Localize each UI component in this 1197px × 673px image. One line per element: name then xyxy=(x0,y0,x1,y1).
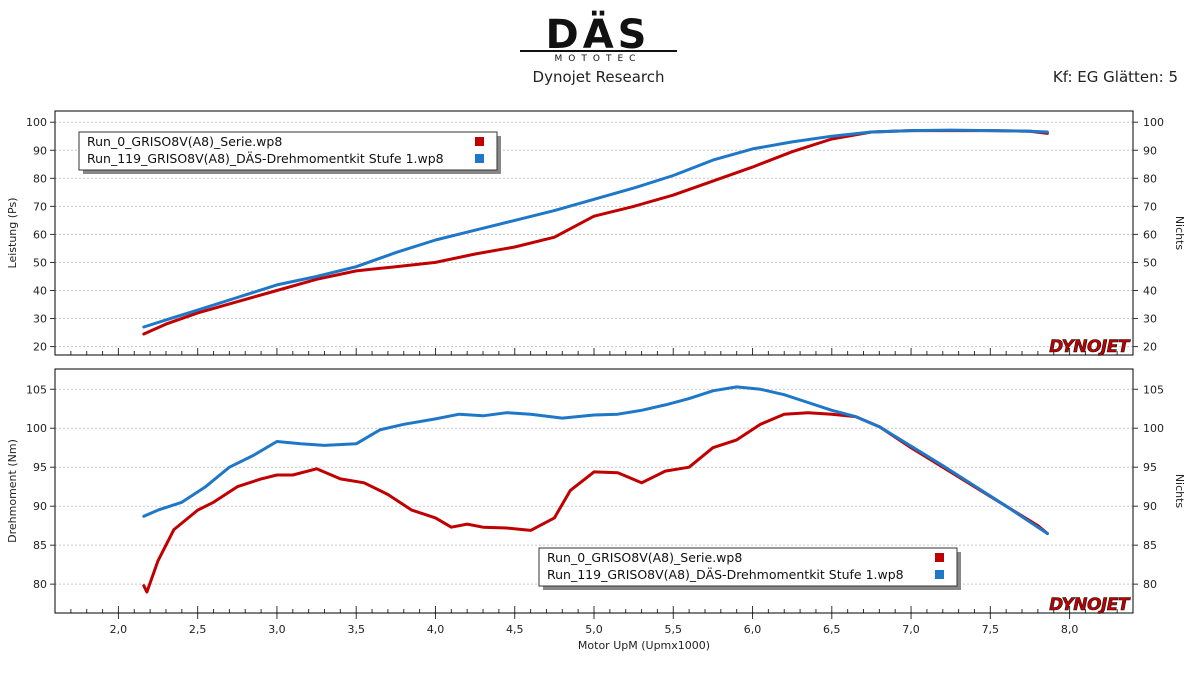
plot-frame xyxy=(54,368,1134,614)
y-tick-label: 95 xyxy=(33,461,47,474)
y2-tick-label: 85 xyxy=(1143,539,1157,552)
legend-entry-2: Run_119_GRISO8V(A8)_DÄS-Drehmomentkit St… xyxy=(547,567,904,582)
y-tick-label: 80 xyxy=(33,172,47,185)
legend-entry-1: Run_0_GRISO8V(A8)_Serie.wp8 xyxy=(547,550,742,565)
y2-tick-label: 40 xyxy=(1143,284,1157,297)
y2-tick-label: 60 xyxy=(1143,228,1157,241)
y-tick-label: 30 xyxy=(33,313,47,326)
y-axis-label: Drehmoment (Nm) xyxy=(6,439,19,543)
legend-box xyxy=(78,131,498,171)
das-mototec-logo: DÄS MOTOTEC xyxy=(520,10,677,64)
x-tick-label: 2,0 xyxy=(110,623,128,636)
legend-swatch-2 xyxy=(475,154,484,163)
y2-tick-label: 80 xyxy=(1143,172,1157,185)
y-tick-label: 105 xyxy=(26,383,47,396)
y-tick-label: 70 xyxy=(33,200,47,213)
legend-swatch-1 xyxy=(935,553,944,562)
series-line-2 xyxy=(142,385,1049,535)
legend-entry-1: Run_0_GRISO8V(A8)_Serie.wp8 xyxy=(87,134,282,149)
x-tick-label: 4,5 xyxy=(506,623,524,636)
y2-tick-label: 100 xyxy=(1143,422,1164,435)
x-tick-label: 4,0 xyxy=(427,623,445,636)
y-tick-label: 50 xyxy=(33,256,47,269)
x-tick-label: 6,0 xyxy=(744,623,762,636)
smoothing-label: Kf: EG Glätten: 5 xyxy=(1052,68,1178,86)
y-tick-label: 20 xyxy=(33,341,47,354)
x-tick-label: 2,5 xyxy=(189,623,207,636)
report-title: Dynojet Research xyxy=(532,68,665,86)
y2-tick-label: 20 xyxy=(1143,341,1157,354)
y2-tick-label: 70 xyxy=(1143,200,1157,213)
plot-frame xyxy=(54,110,1134,356)
x-tick-label: 5,5 xyxy=(665,623,683,636)
y-tick-label: 100 xyxy=(26,116,47,129)
y-axis-label: Leistung (Ps) xyxy=(6,198,19,269)
panel-2: 80 80 85 85 90 90 95 95 100 100 105 105 Drehmoment (… xyxy=(6,368,1186,652)
legend-box xyxy=(538,547,958,587)
y2-tick-label: 90 xyxy=(1143,500,1157,513)
y2-tick-label: 90 xyxy=(1143,144,1157,157)
y-tick-label: 85 xyxy=(33,539,47,552)
logo-subtext: MOTOTEC xyxy=(555,54,642,64)
x-tick-label: 7,0 xyxy=(902,623,920,636)
dynojet-watermark: DYNOJET xyxy=(1049,337,1131,357)
y2-tick-label: 95 xyxy=(1143,461,1157,474)
x-tick-label: 3,5 xyxy=(347,623,365,636)
y2-tick-label: 30 xyxy=(1143,313,1157,326)
x-axis-label: Motor UpM (Upmx1000) xyxy=(578,639,710,652)
y2-tick-label: 105 xyxy=(1143,383,1164,396)
legend-swatch-2 xyxy=(935,570,944,579)
y-tick-label: 80 xyxy=(33,578,47,591)
x-tick-label: 8,0 xyxy=(1061,623,1079,636)
dynojet-watermark: DYNOJET xyxy=(1049,595,1131,615)
x-tick-label: 6,5 xyxy=(823,623,841,636)
y-tick-label: 100 xyxy=(26,422,47,435)
y-tick-label: 90 xyxy=(33,500,47,513)
x-tick-label: 3,0 xyxy=(268,623,286,636)
y2-tick-label: 100 xyxy=(1143,116,1164,129)
panel-1: 20 20 30 30 40 40 50 50 60 60 70 70 80 80 90 90 100 100 Le… xyxy=(6,110,1186,357)
x-tick-label: 5,0 xyxy=(585,623,603,636)
y2-tick-label: 50 xyxy=(1143,256,1157,269)
y-tick-label: 40 xyxy=(33,284,47,297)
logo-underline xyxy=(520,50,677,52)
x-tick-label: 7,5 xyxy=(982,623,1000,636)
series-line-2 xyxy=(142,128,1049,329)
y-tick-label: 90 xyxy=(33,144,47,157)
y2-tick-label: 80 xyxy=(1143,578,1157,591)
y-tick-label: 60 xyxy=(33,228,47,241)
y2-axis-label: Nichts xyxy=(1173,216,1186,251)
legend-entry-2: Run_119_GRISO8V(A8)_DÄS-Drehmomentkit St… xyxy=(87,151,444,166)
legend-swatch-1 xyxy=(475,137,484,146)
y2-axis-label: Nichts xyxy=(1173,474,1186,509)
